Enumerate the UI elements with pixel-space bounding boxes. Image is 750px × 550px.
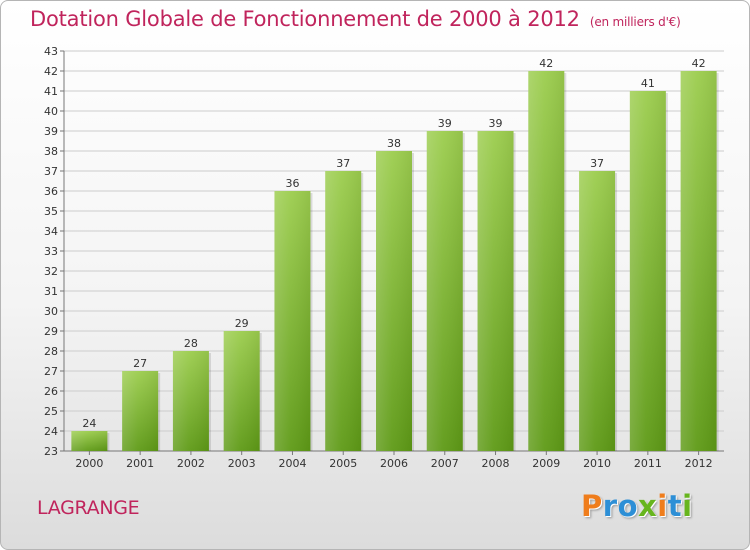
bar-highlight xyxy=(477,131,514,451)
bar-highlight xyxy=(426,131,463,451)
y-tick-label: 24 xyxy=(44,425,58,438)
x-tick-label-2012: 2012 xyxy=(685,457,713,470)
y-tick-label: 43 xyxy=(44,45,58,58)
y-tick-label: 26 xyxy=(44,385,58,398)
x-tick-label-2010: 2010 xyxy=(583,457,611,470)
y-tick-label: 34 xyxy=(44,225,58,238)
data-label-2001: 27 xyxy=(133,357,147,370)
x-tick-label-2006: 2006 xyxy=(380,457,408,470)
y-tick-label: 36 xyxy=(44,185,58,198)
y-tick-label: 42 xyxy=(44,65,58,78)
logo-letter: r xyxy=(602,489,618,523)
y-tick-label: 31 xyxy=(44,285,58,298)
y-tick-label: 40 xyxy=(44,105,58,118)
y-tick-label: 32 xyxy=(44,265,58,278)
y-tick-label: 38 xyxy=(44,145,58,158)
proxiti-logo[interactable]: Proxiti xyxy=(581,489,693,523)
bar-highlight xyxy=(680,71,717,451)
data-label-2000: 24 xyxy=(82,417,96,430)
y-tick-label: 41 xyxy=(44,85,58,98)
chart-title: Dotation Globale de Fonctionnement de 20… xyxy=(30,7,681,31)
data-label-2007: 39 xyxy=(438,117,452,130)
y-tick-label: 25 xyxy=(44,405,58,418)
bar-highlight xyxy=(528,71,565,451)
y-tick-label: 23 xyxy=(44,445,58,458)
x-tick-label-2000: 2000 xyxy=(75,457,103,470)
logo-letter: i xyxy=(682,489,693,523)
bar-highlight xyxy=(71,431,108,451)
bar-highlight xyxy=(376,151,412,451)
data-label-2006: 38 xyxy=(387,137,401,150)
x-tick-label-2008: 2008 xyxy=(482,457,510,470)
x-tick-label-2009: 2009 xyxy=(532,457,560,470)
x-tick-label-2003: 2003 xyxy=(228,457,256,470)
chart-unit: (en milliers d'€) xyxy=(589,15,681,29)
data-label-2012: 42 xyxy=(692,57,706,70)
logo-letter: i xyxy=(657,489,668,523)
logo-letter: o xyxy=(617,489,639,523)
x-tick-label-2011: 2011 xyxy=(634,457,662,470)
data-label-2010: 37 xyxy=(590,157,604,170)
y-tick-label: 37 xyxy=(44,165,58,178)
bars xyxy=(71,71,719,451)
bar-highlight xyxy=(579,171,616,451)
bar-highlight xyxy=(172,351,209,451)
data-label-2009: 42 xyxy=(539,57,553,70)
y-tick-label: 30 xyxy=(44,305,58,318)
x-tick-label-2001: 2001 xyxy=(126,457,154,470)
y-tick-label: 35 xyxy=(44,205,58,218)
y-tick-label: 28 xyxy=(44,345,58,358)
bar-highlight xyxy=(274,191,311,451)
data-label-2008: 39 xyxy=(489,117,503,130)
logo-letter: x xyxy=(638,489,658,523)
data-labels: 24 27 28 29 36 37 38 39 39 42 37 41 42 xyxy=(82,57,705,430)
bar-highlight xyxy=(325,171,362,451)
x-tick-label-2007: 2007 xyxy=(431,457,459,470)
data-label-2004: 36 xyxy=(285,177,299,190)
chart-title-text: Dotation Globale de Fonctionnement de 20… xyxy=(30,7,580,31)
data-label-2003: 29 xyxy=(235,317,249,330)
y-tick-label: 33 xyxy=(44,245,58,258)
x-tick-label-2002: 2002 xyxy=(177,457,205,470)
logo-letter: t xyxy=(667,489,683,523)
bar-highlight xyxy=(223,331,260,451)
data-label-2002: 28 xyxy=(184,337,198,350)
bar-highlight xyxy=(629,91,666,451)
x-tick-label-2004: 2004 xyxy=(278,457,306,470)
data-label-2005: 37 xyxy=(336,157,350,170)
commune-name: LAGRANGE xyxy=(37,497,140,519)
bar-highlight xyxy=(122,371,159,451)
y-tick-label: 39 xyxy=(44,125,58,138)
x-tick-label-2005: 2005 xyxy=(329,457,357,470)
logo-letter: P xyxy=(581,489,603,523)
y-tick-label: 29 xyxy=(44,325,58,338)
y-tick-label: 27 xyxy=(44,365,58,378)
data-label-2011: 41 xyxy=(641,77,655,90)
